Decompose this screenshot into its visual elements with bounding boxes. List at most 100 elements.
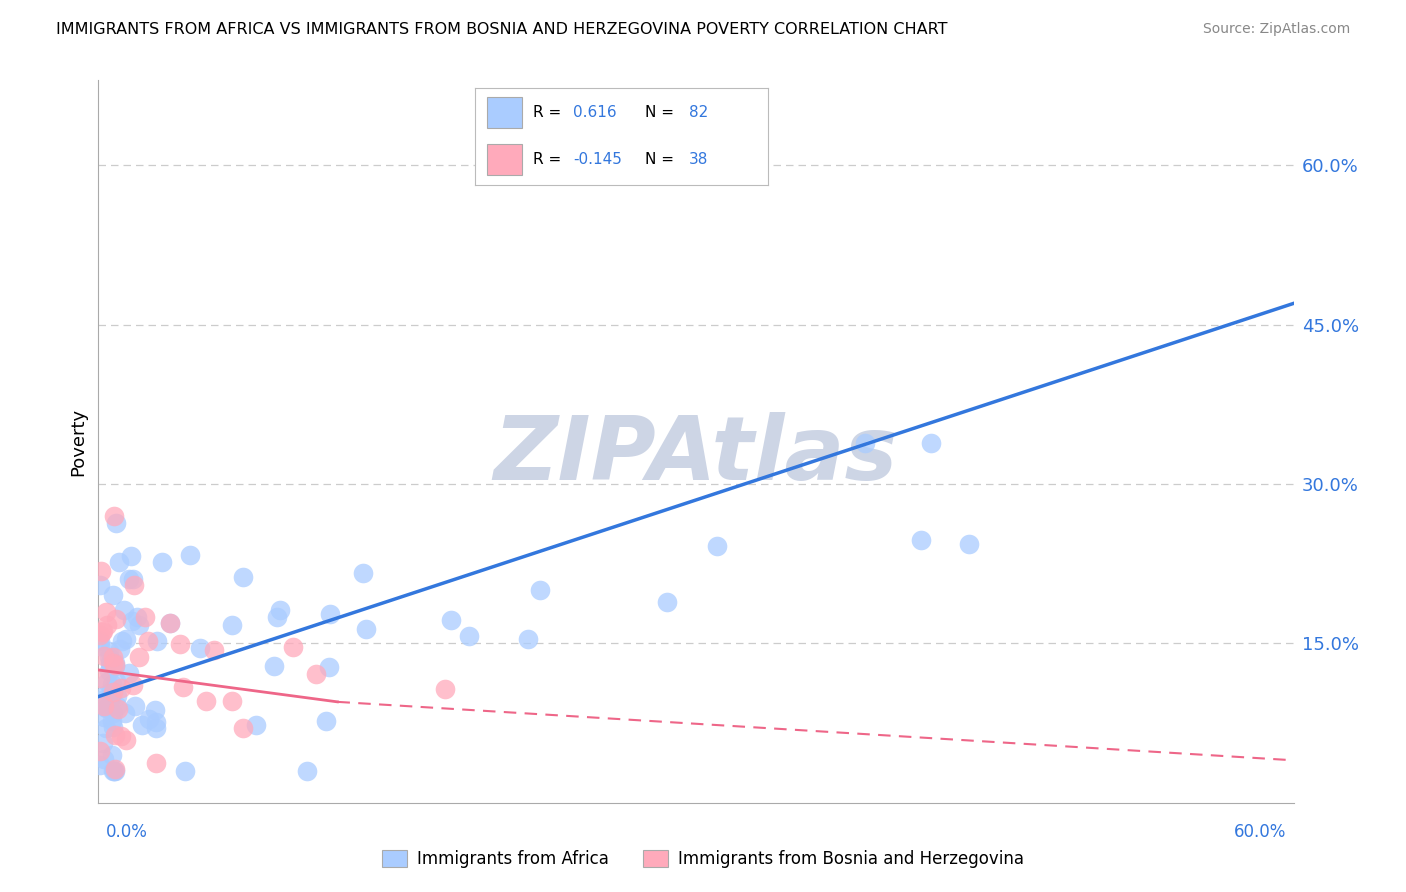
- Point: [145, 756, 167, 770]
- Point: [89, 639, 111, 653]
- Point: [352, 566, 374, 580]
- Point: [101, 657, 124, 671]
- Point: [98, 644, 121, 658]
- Point: [145, 634, 167, 648]
- Point: [89, 757, 111, 772]
- Point: [120, 549, 142, 563]
- Point: [90, 565, 112, 579]
- Point: [122, 572, 145, 586]
- Point: [159, 616, 181, 631]
- Point: [89, 628, 111, 642]
- Point: [107, 689, 129, 703]
- Point: [114, 732, 136, 747]
- Point: [94, 605, 117, 619]
- Point: [104, 762, 127, 776]
- Point: [101, 764, 124, 778]
- Point: [124, 578, 146, 592]
- Point: [103, 657, 125, 671]
- Point: [127, 610, 149, 624]
- Point: [245, 718, 267, 732]
- Point: [138, 712, 160, 726]
- Point: [107, 702, 129, 716]
- Point: [101, 677, 124, 691]
- Text: 0.0%: 0.0%: [105, 822, 148, 840]
- Point: [319, 607, 342, 621]
- Point: [94, 721, 117, 735]
- Point: [114, 706, 136, 721]
- Point: [354, 622, 377, 636]
- Point: [440, 613, 463, 627]
- Point: [98, 655, 121, 669]
- Point: [131, 717, 153, 731]
- Point: [100, 683, 122, 698]
- Point: [434, 681, 457, 696]
- Point: [128, 649, 150, 664]
- Point: [152, 555, 174, 569]
- Point: [112, 602, 135, 616]
- Point: [281, 640, 304, 654]
- Point: [910, 533, 932, 548]
- Point: [90, 625, 112, 640]
- Point: [174, 764, 197, 778]
- Point: [118, 665, 141, 680]
- Point: [104, 764, 127, 778]
- Point: [297, 764, 319, 778]
- Point: [89, 634, 111, 648]
- Point: [128, 618, 150, 632]
- Point: [315, 714, 337, 728]
- Point: [529, 582, 551, 597]
- Point: [110, 641, 132, 656]
- Point: [100, 714, 122, 729]
- Point: [266, 609, 288, 624]
- Point: [98, 649, 121, 664]
- Point: [853, 436, 876, 450]
- Y-axis label: Poverty: Poverty: [69, 408, 87, 475]
- Point: [304, 666, 326, 681]
- Legend: Immigrants from Africa, Immigrants from Bosnia and Herzegovina: Immigrants from Africa, Immigrants from …: [375, 843, 1031, 875]
- Point: [90, 692, 112, 706]
- Text: ZIPAtlas: ZIPAtlas: [494, 412, 898, 500]
- Point: [103, 720, 125, 734]
- Point: [221, 694, 243, 708]
- Point: [263, 658, 285, 673]
- Point: [103, 508, 125, 523]
- Point: [89, 671, 111, 685]
- Point: [134, 609, 156, 624]
- Point: [96, 701, 118, 715]
- Point: [172, 681, 194, 695]
- Text: IMMIGRANTS FROM AFRICA VS IMMIGRANTS FROM BOSNIA AND HERZEGOVINA POVERTY CORRELA: IMMIGRANTS FROM AFRICA VS IMMIGRANTS FRO…: [56, 22, 948, 37]
- Point: [124, 698, 146, 713]
- Point: [89, 577, 111, 591]
- Point: [110, 729, 132, 743]
- Point: [105, 673, 128, 688]
- Point: [188, 640, 211, 655]
- Point: [104, 659, 127, 673]
- Point: [169, 637, 191, 651]
- Text: Source: ZipAtlas.com: Source: ZipAtlas.com: [1202, 22, 1350, 37]
- Point: [93, 648, 115, 663]
- Point: [159, 615, 181, 630]
- Point: [105, 612, 128, 626]
- Point: [96, 674, 118, 689]
- Point: [93, 710, 115, 724]
- Point: [145, 714, 167, 729]
- Point: [706, 539, 728, 553]
- Point: [101, 650, 124, 665]
- Point: [118, 573, 141, 587]
- Point: [957, 536, 980, 550]
- Point: [110, 681, 132, 695]
- Point: [89, 743, 111, 757]
- Point: [96, 618, 118, 632]
- Point: [105, 516, 128, 530]
- Point: [111, 634, 134, 648]
- Point: [105, 699, 128, 714]
- Point: [93, 689, 115, 703]
- Point: [232, 570, 254, 584]
- Point: [104, 657, 127, 672]
- Point: [114, 632, 136, 646]
- Point: [121, 614, 143, 628]
- Point: [91, 624, 114, 639]
- Point: [98, 657, 121, 671]
- Point: [100, 748, 122, 763]
- Point: [100, 690, 122, 705]
